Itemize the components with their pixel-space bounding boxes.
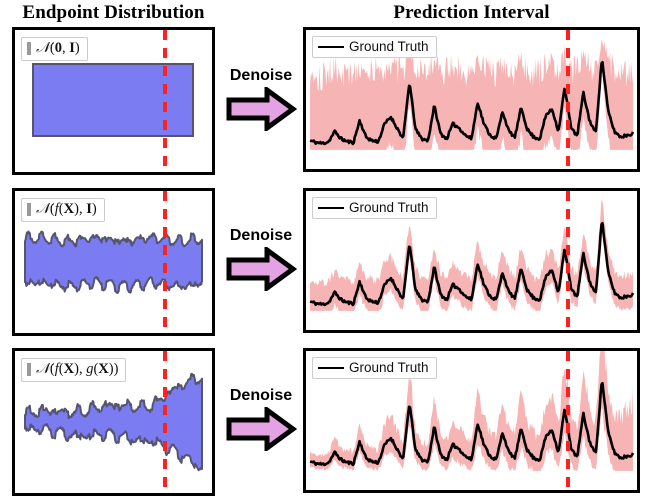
prediction-band-row-1	[310, 39, 633, 150]
endpoint-distribution-panel-row-3: 𝒩(f(X), g(X))	[12, 348, 215, 496]
right-arrow-icon-row-3	[226, 407, 297, 451]
prediction-interval-panel-row-2: Ground Truth	[303, 188, 640, 333]
distribution-band-homoscedastic	[24, 230, 203, 294]
denoise-step-row-2: Denoise	[219, 228, 303, 291]
legend-prediction-row-2: Ground Truth	[312, 197, 437, 219]
prediction-band-row-2	[310, 199, 633, 311]
legend-label-prediction-row-3: Ground Truth	[349, 360, 429, 375]
denoise-step-row-3: Denoise	[219, 388, 303, 451]
endpoint-distribution-panel-row-2: 𝒩(f(X), I)	[12, 188, 215, 336]
endpoint-chart-row-1	[32, 30, 194, 172]
legend-endpoint-row-1: 𝒩(0, I)	[21, 37, 88, 61]
denoise-label-row-2: Denoise	[229, 227, 293, 244]
legend-endpoint-row-2: 𝒩(f(X), I)	[21, 198, 105, 222]
legend-label-endpoint-row-3: 𝒩(f(X), g(X))	[36, 361, 119, 377]
right-arrow-icon-row-1	[226, 87, 297, 131]
legend-line-swatch-icon	[318, 45, 344, 48]
legend-label-prediction-row-1: Ground Truth	[349, 39, 429, 54]
distribution-band-constant	[32, 63, 194, 137]
legend-endpoint-row-3: 𝒩(f(X), g(X))	[21, 358, 127, 382]
legend-label-endpoint-row-1: 𝒩(0, I)	[36, 40, 80, 56]
prediction-chart-row-3	[309, 351, 635, 490]
denoise-step-row-1: Denoise	[219, 68, 303, 131]
distribution-band-heteroscedastic	[24, 372, 203, 472]
legend-patch-swatch-icon	[27, 203, 31, 216]
ground-truth-line-row-1	[309, 60, 635, 146]
legend-prediction-row-1: Ground Truth	[312, 36, 437, 58]
endpoint-chart-row-2	[24, 191, 203, 333]
ground-truth-line-row-2	[309, 221, 635, 307]
legend-label-prediction-row-2: Ground Truth	[349, 200, 429, 215]
prediction-interval-panel-row-1: Ground Truth	[303, 27, 640, 172]
legend-line-swatch-icon	[318, 366, 344, 369]
page-title-prediction-interval: Prediction Interval	[393, 2, 550, 23]
endpoint-chart-row-3	[24, 351, 203, 493]
ground-truth-line-row-3	[309, 381, 635, 467]
endpoint-distribution-panel-row-1: 𝒩(0, I)	[12, 27, 215, 175]
prediction-interval-panel-row-3: Ground Truth	[303, 348, 640, 493]
denoise-label-row-3: Denoise	[229, 387, 293, 404]
legend-patch-swatch-icon	[27, 363, 31, 376]
prediction-chart-row-1	[309, 30, 635, 169]
prediction-chart-row-2	[309, 191, 635, 330]
right-arrow-icon-row-2	[226, 247, 297, 291]
legend-label-endpoint-row-2: 𝒩(f(X), I)	[36, 201, 97, 217]
legend-line-swatch-icon	[318, 206, 344, 209]
page-title-endpoint-distribution: Endpoint Distribution	[22, 2, 205, 23]
denoise-label-row-1: Denoise	[229, 67, 293, 84]
legend-patch-swatch-icon	[27, 42, 31, 55]
legend-prediction-row-3: Ground Truth	[312, 357, 437, 379]
